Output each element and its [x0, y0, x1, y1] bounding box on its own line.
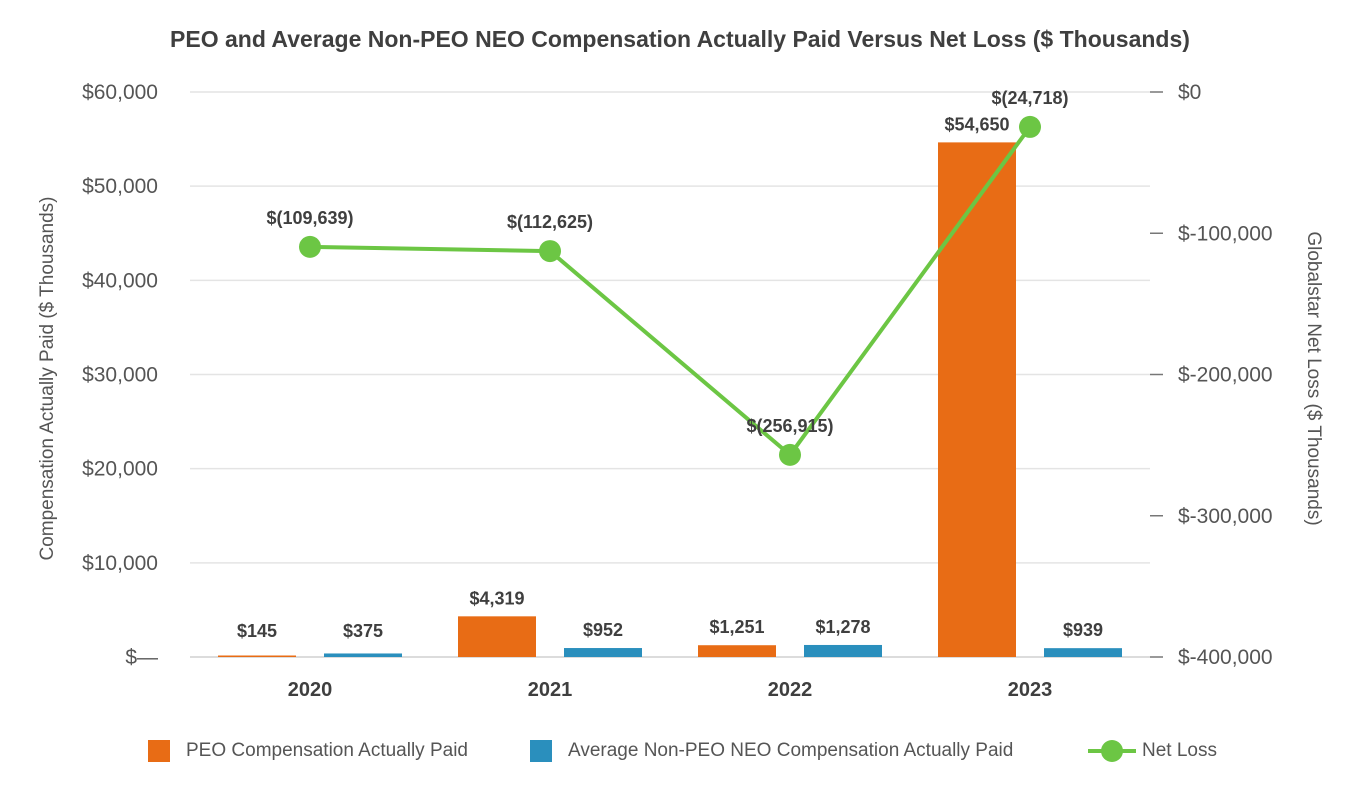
y2-tick-label: $-400,000 — [1178, 646, 1273, 669]
bar-data-label: $1,278 — [815, 617, 870, 637]
net-loss-point — [779, 443, 801, 466]
bar-data-label: $54,650 — [944, 114, 1009, 134]
y2-axis-label: Globalstar Net Loss ($ Thousands) — [1303, 231, 1324, 525]
bar — [458, 616, 536, 657]
legend-item-net-loss[interactable]: Net Loss — [1088, 736, 1217, 766]
legend-item-non-peo[interactable]: Average Non-PEO NEO Compensation Actuall… — [530, 736, 1013, 766]
legend-label-non-peo: Average Non-PEO NEO Compensation Actuall… — [568, 740, 1014, 761]
x-category-label: 2023 — [1008, 679, 1053, 701]
net-loss-point — [539, 240, 561, 263]
bar — [564, 648, 642, 657]
legend-label-peo: PEO Compensation Actually Paid — [186, 740, 468, 761]
x-category-label: 2022 — [768, 679, 813, 701]
y2-tick-label: $0 — [1178, 81, 1201, 104]
bar — [218, 655, 296, 657]
bar-data-label: $375 — [343, 621, 383, 641]
net-loss-line — [309, 125, 1032, 457]
y-tick-label: $50,000 — [82, 175, 158, 198]
legend-swatch-peo — [148, 740, 170, 762]
legend: PEO Compensation Actually Paid Average N… — [0, 736, 1360, 766]
net-loss-data-label: $(256,915) — [746, 416, 833, 436]
y-tick-label: $20,000 — [82, 458, 158, 481]
y-axis-label: Compensation Actually Paid ($ Thousands) — [37, 196, 58, 560]
legend-label-net-loss: Net Loss — [1142, 740, 1217, 761]
net-loss-data-label: $(24,718) — [991, 88, 1068, 108]
bar-data-label: $4,319 — [469, 588, 524, 608]
chart-title: PEO and Average Non-PEO NEO Compensation… — [170, 26, 1190, 52]
legend-swatch-non-peo — [530, 740, 552, 762]
bar-data-label: $1,251 — [709, 617, 764, 637]
bar-data-label: $939 — [1063, 620, 1103, 640]
y-tick-label: $60,000 — [82, 81, 158, 104]
x-category-label: 2020 — [288, 679, 333, 701]
bar-data-label: $145 — [237, 621, 277, 641]
y-tick-label: $10,000 — [82, 552, 158, 575]
y2-tick-label: $-200,000 — [1178, 364, 1273, 387]
y-tick-label: $— — [125, 646, 158, 669]
net-loss-point — [1019, 115, 1041, 138]
y-tick-label: $30,000 — [82, 364, 158, 387]
bar — [1044, 648, 1122, 657]
net-loss-point — [299, 235, 321, 258]
bar-data-label: $952 — [583, 620, 623, 640]
bar — [324, 653, 402, 657]
bar — [938, 142, 1016, 658]
net-loss-data-label: $(109,639) — [266, 208, 353, 228]
y2-tick-label: $-100,000 — [1178, 222, 1273, 245]
net-loss-data-label: $(112,625) — [507, 212, 593, 232]
bar — [804, 644, 882, 657]
y2-tick-label: $-300,000 — [1178, 505, 1273, 528]
y-tick-label: $40,000 — [82, 269, 158, 292]
legend-item-peo[interactable]: PEO Compensation Actually Paid — [148, 736, 468, 766]
bar — [698, 645, 776, 657]
x-category-label: 2021 — [528, 679, 573, 701]
legend-swatch-net-loss — [1088, 740, 1136, 762]
